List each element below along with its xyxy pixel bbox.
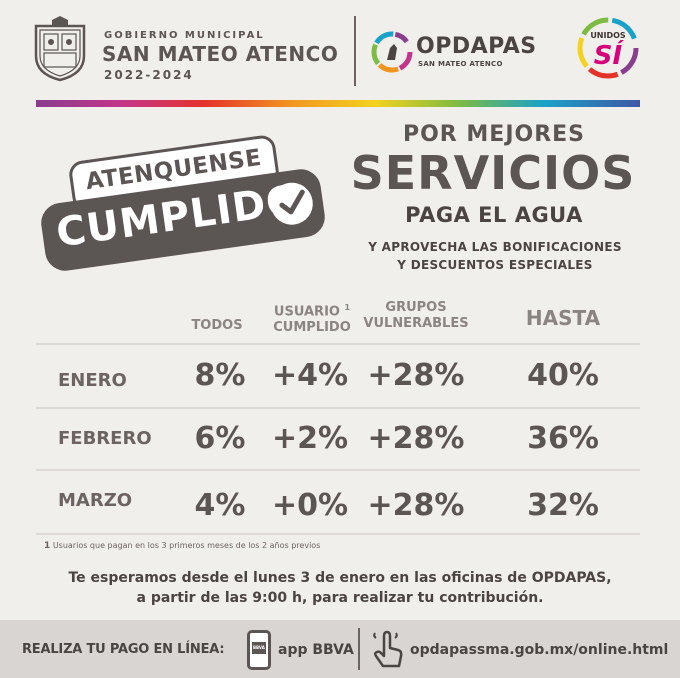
col-todos: TODOS xyxy=(191,318,243,333)
row-febrero-grupos: +28% xyxy=(367,421,465,456)
row-marzo-hasta: 32% xyxy=(527,488,599,523)
gov-years: 2022-2024 xyxy=(104,68,194,82)
col-usuario-line2: CUMPLIDO xyxy=(273,320,351,336)
opdapas-logo-icon xyxy=(371,31,413,73)
header-divider xyxy=(354,16,356,86)
col-usuario-line1: USUARIO xyxy=(273,304,340,320)
footer-divider xyxy=(358,628,360,670)
unidos-si-logo-icon: UNIDOS SÍ xyxy=(577,17,639,79)
col-usuario: USUARIO 1 CUMPLIDO xyxy=(262,300,362,336)
headline-line1: POR MEJORES xyxy=(402,122,586,147)
row-febrero-usuario: +2% xyxy=(271,421,349,456)
col-grupos-line1: GRUPOS xyxy=(385,300,447,315)
info-text: Te esperamos desde el lunes 3 de enero e… xyxy=(20,568,660,608)
badge-cumplido: CUMPLIDO xyxy=(38,166,328,274)
row-marzo-usuario: +0% xyxy=(271,488,349,523)
unidos-top-text: UNIDOS xyxy=(590,31,626,40)
headline-servicios: SERVICIOS xyxy=(350,146,636,200)
municipal-crest-icon xyxy=(34,16,86,82)
payment-url-link[interactable]: opdapassma.gob.mx/online.html xyxy=(410,642,669,658)
gov-name: SAN MATEO ATENCO xyxy=(102,42,339,66)
info-line2: a partir de las 9:00 h, para realizar tu… xyxy=(136,590,544,606)
row-febrero-todos: 6% xyxy=(194,421,246,456)
row-enero-todos: 8% xyxy=(194,358,246,393)
row-febrero-hasta: 36% xyxy=(527,421,599,456)
footnote-num: 1 xyxy=(44,541,51,551)
table-divider xyxy=(36,469,640,471)
footer-bar xyxy=(0,620,680,678)
col-grupos: GRUPOS VULNERABLES xyxy=(356,300,476,332)
table-divider xyxy=(36,407,640,409)
app-bbva-link[interactable]: app BBVA xyxy=(278,642,354,658)
row-month-enero: ENERO xyxy=(58,370,127,391)
row-enero-usuario: +4% xyxy=(271,358,349,393)
phone-label: BBVA xyxy=(253,645,265,650)
row-month-febrero: FEBRERO xyxy=(58,428,152,449)
check-icon xyxy=(268,179,316,228)
row-marzo-todos: 4% xyxy=(194,488,246,523)
phone-screen: BBVA xyxy=(252,642,266,654)
headline-line5: Y DESCUENTOS ESPECIALES xyxy=(397,258,593,272)
row-enero-grupos: +28% xyxy=(367,358,465,393)
headline-aprovecha: Y APROVECHA LAS BONIFICACIONES Y DESCUEN… xyxy=(330,238,660,274)
unidos-main-text: SÍ xyxy=(594,39,625,71)
table-divider xyxy=(36,343,640,345)
gov-line1: GOBIERNO MUNICIPAL xyxy=(104,30,265,41)
headline-paga: PAGA EL AGUA xyxy=(405,203,583,227)
table-divider xyxy=(36,533,640,535)
row-month-marzo: MARZO xyxy=(58,490,133,511)
phone-icon: BBVA xyxy=(247,630,271,670)
col-grupos-line2: VULNERABLES xyxy=(363,316,469,331)
realiza-label: REALIZA TU PAGO EN LÍNEA: xyxy=(22,642,225,657)
info-line1: Te esperamos desde el lunes 3 de enero e… xyxy=(68,570,612,586)
opdapas-name: OPDAPAS xyxy=(416,34,537,59)
rainbow-stripe xyxy=(36,100,640,107)
row-marzo-grupos: +28% xyxy=(367,488,465,523)
col-usuario-sup: 1 xyxy=(344,303,351,312)
headline-line4: Y APROVECHA LAS BONIFICACIONES xyxy=(368,240,622,254)
row-enero-hasta: 40% xyxy=(527,358,599,393)
opdapas-sub: SAN MATEO ATENCO xyxy=(418,60,503,68)
footnote: 1 Usuarios que pagan en los 3 primeros m… xyxy=(44,541,320,551)
footnote-text: Usuarios que pagan en los 3 primeros mes… xyxy=(52,541,321,550)
col-hasta: HASTA xyxy=(525,306,601,330)
pointer-hand-icon xyxy=(373,630,403,668)
